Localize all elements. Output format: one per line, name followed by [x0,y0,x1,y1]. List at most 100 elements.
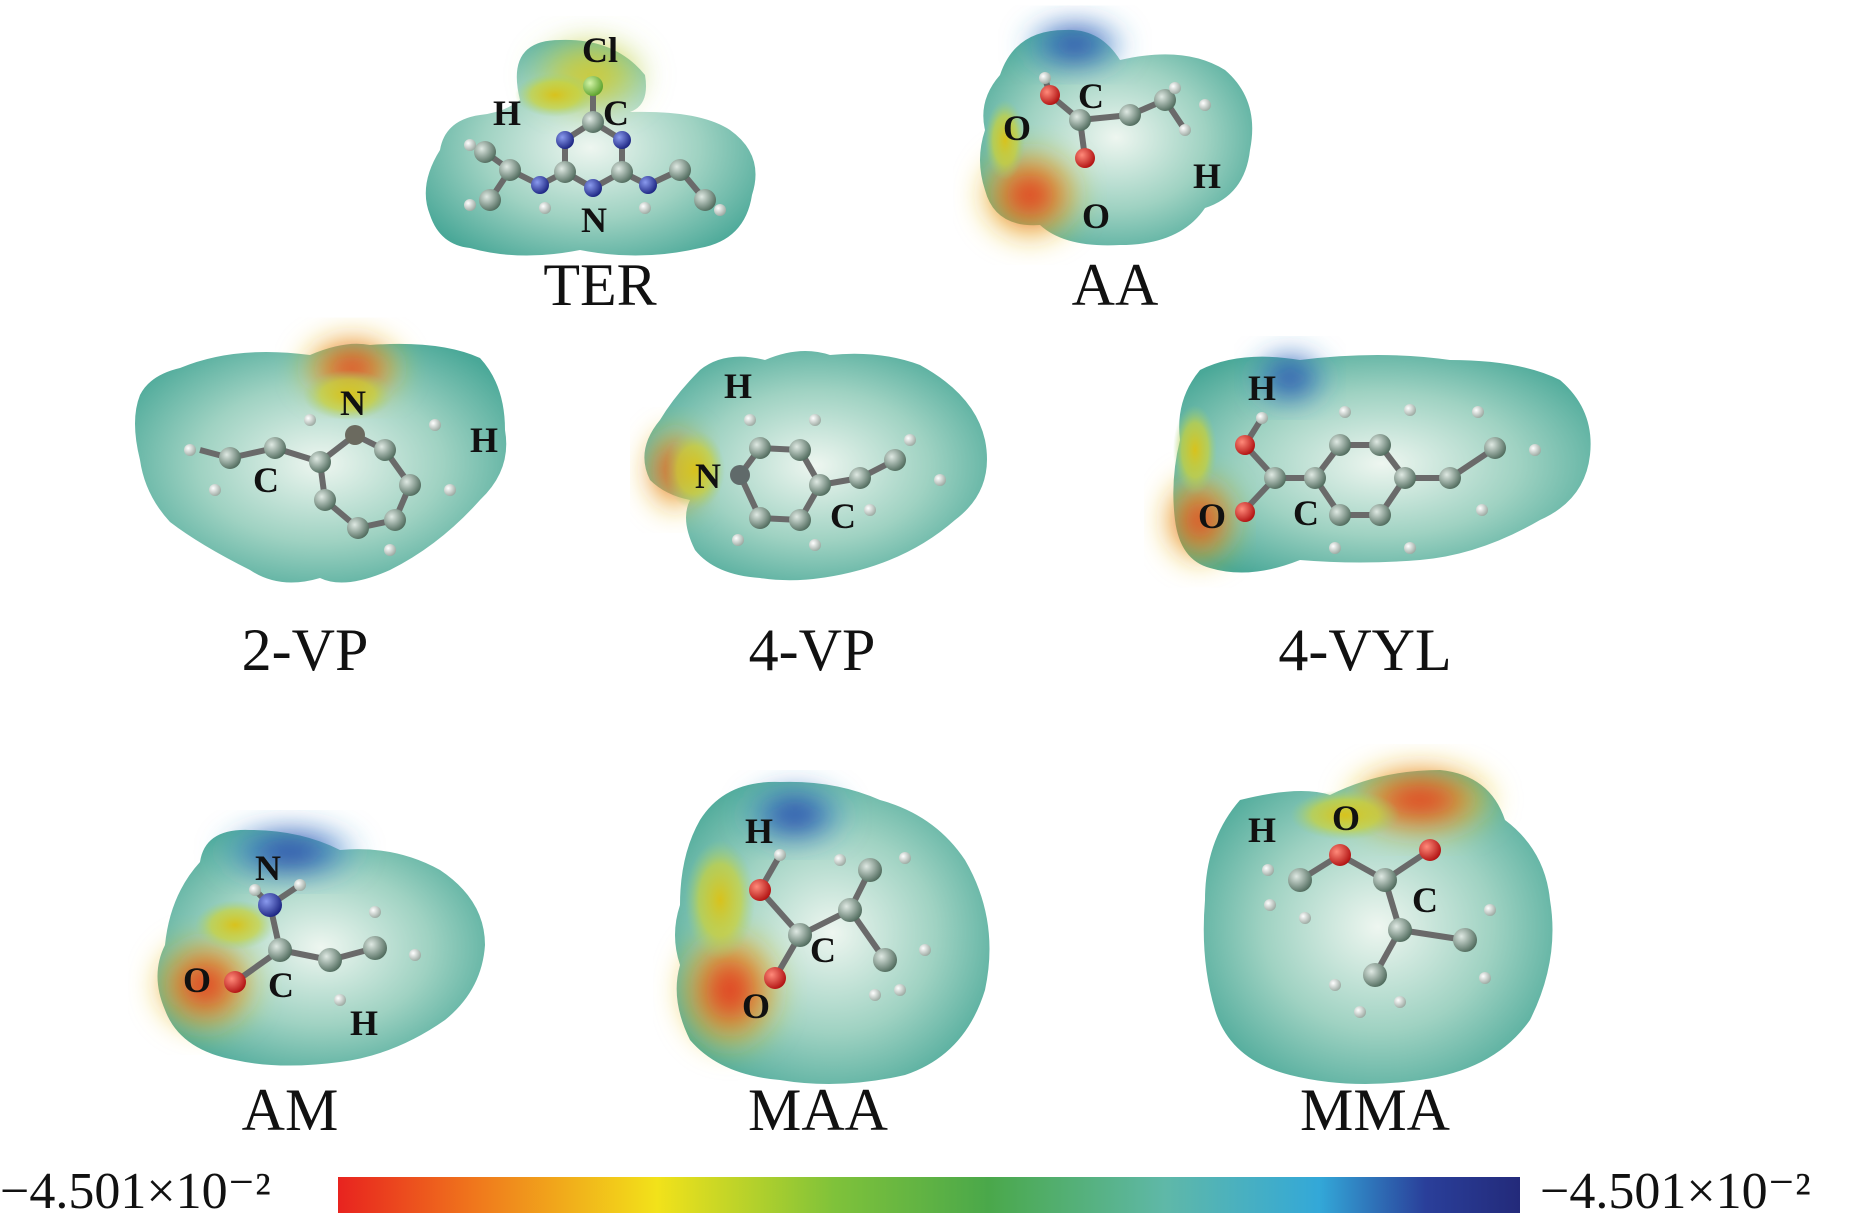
hydrogen-atom [209,484,221,496]
hydrogen-atom [334,994,346,1006]
2vp-label-n: N [340,383,366,423]
mma-atoms [1262,839,1496,1018]
carbon-atom [873,948,897,972]
carbon-atom [789,439,811,461]
hydrogen-atom [1264,899,1276,911]
am-label-n: N [255,848,281,888]
hydrogen-atom [1354,1006,1366,1018]
nitrogen-atom [584,179,602,197]
carbon-atom [499,159,521,181]
carbon-atom [1484,437,1506,459]
hydrogen-atom [1256,412,1268,424]
molecule-name-4vyl: 4-VYL [1278,617,1451,683]
carbon-atom [314,489,336,511]
color-scale-min-label: −4.501×10⁻² [0,1163,271,1220]
carbon-atom [1394,467,1416,489]
aa-label-c: C [1078,76,1104,116]
oxygen-atom [764,967,786,989]
carbon-atom [363,936,387,960]
carbon-atom [1369,434,1391,456]
hydrogen-atom [444,484,456,496]
molecule-name-2vp: 2-VP [242,617,369,683]
molecule-name-ter: TER [543,252,656,318]
ter-label-n: N [581,200,607,240]
2vp-atoms [184,414,456,556]
hydrogen-atom [1169,82,1181,94]
carbon-atom [1264,467,1286,489]
2vp-label-c: C [253,460,279,500]
carbon-atom [749,437,771,459]
4vyl-label-h: H [1248,368,1276,408]
4vyl-label-o: O [1198,496,1226,536]
carbon-atom [1329,504,1351,526]
maa-label-o: O [742,986,770,1026]
molecule-name-am: AM [242,1077,339,1143]
hydrogen-atom [809,539,821,551]
nitrogen-atom [730,465,750,485]
carbon-atom [1304,467,1326,489]
nitrogen-atom [531,176,549,194]
carbon-atom [554,161,576,183]
hydrogen-atom [714,204,726,216]
maa-atoms [749,849,931,1001]
hydrogen-atom [1199,99,1211,111]
4vyl-label-c: C [1293,493,1319,533]
oxygen-atom [1075,148,1095,168]
ter-label-h: H [493,93,521,133]
oxygen-atom [1419,839,1441,861]
carbon-atom [1369,504,1391,526]
mma-esp-surface [1203,760,1553,1084]
hydrogen-atom [864,504,876,516]
nitrogen-atom [258,893,282,917]
molecule-4vp: H N C 4-VP [643,351,987,683]
oxygen-atom [1235,502,1255,522]
4vp-label-h: H [724,366,752,406]
am-label-o: O [183,960,211,1000]
hydrogen-atom [1394,996,1406,1008]
carbon-atom [838,898,862,922]
hydrogen-atom [1476,504,1488,516]
nitrogen-atom [613,131,631,149]
ter-label-cl: Cl [582,30,618,70]
oxygen-atom [1329,844,1351,866]
am-label-h: H [350,1003,378,1043]
carbon-atom [1288,868,1312,892]
hydrogen-atom [294,879,306,891]
carbon-atom [318,948,342,972]
carbon-atom [384,509,406,531]
carbon-atom [1388,918,1412,942]
hydrogen-atom [1262,864,1274,876]
carbon-atom [1329,434,1351,456]
4vyl-esp-surface [1160,348,1591,573]
color-scale-max-label: −4.501×10⁻² [1540,1163,1811,1220]
hydrogen-atom [1039,72,1051,84]
color-scale-bar [338,1177,1520,1213]
nitrogen-atom [639,176,657,194]
hydrogen-atom [934,474,946,486]
hydrogen-atom [1329,542,1341,554]
carbon-atom [1119,104,1141,126]
mma-label-o: O [1332,798,1360,838]
am-atoms [224,879,421,1006]
hydrogen-atom [809,414,821,426]
carbon-atom [1373,868,1397,892]
molecule-2vp: N H C 2-VP [135,332,507,683]
carbon-atom [309,451,331,473]
hydrogen-atom [1472,406,1484,418]
ter-label-c: C [603,93,629,133]
carbon-atom [219,447,241,469]
hydrogen-atom [732,534,744,546]
hydrogen-atom [1484,904,1496,916]
hydrogen-atom [384,544,396,556]
aa-atoms [1039,72,1211,168]
carbon-atom [788,923,812,947]
carbon-atom [1363,963,1387,987]
carbon-atom [849,467,871,489]
carbon-atom [789,509,811,531]
hydrogen-atom [1329,979,1341,991]
hydrogen-atom [409,949,421,961]
molecule-maa: H C O MAA [675,781,990,1143]
am-label-c: C [268,965,294,1005]
mma-label-h: H [1248,810,1276,850]
carbon-atom [347,517,369,539]
